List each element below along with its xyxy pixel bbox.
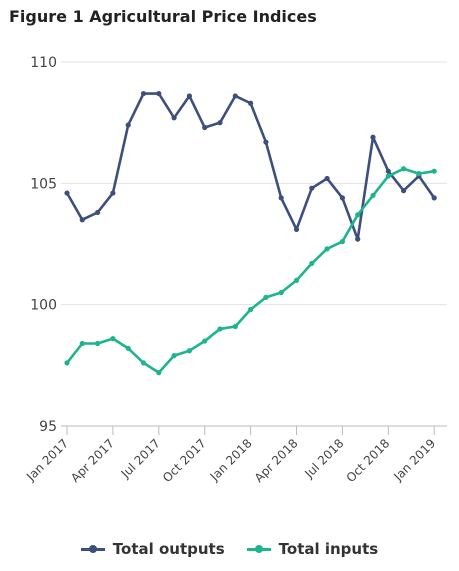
data-point-total-inputs[interactable] bbox=[171, 353, 177, 359]
data-point-total-inputs[interactable] bbox=[64, 360, 70, 366]
data-point-total-outputs[interactable] bbox=[125, 122, 131, 128]
data-point-total-outputs[interactable] bbox=[401, 188, 407, 194]
x-tick-label: Jan 2018 bbox=[207, 436, 255, 484]
series-line-total-inputs bbox=[65, 167, 436, 374]
x-tick-label: Apr 2017 bbox=[68, 436, 117, 485]
data-point-total-inputs[interactable] bbox=[79, 340, 85, 347]
data-point-total-outputs[interactable] bbox=[309, 185, 315, 191]
data-point-total-outputs[interactable] bbox=[339, 195, 345, 201]
data-point-total-inputs[interactable] bbox=[217, 326, 223, 332]
data-point-total-outputs[interactable] bbox=[370, 134, 376, 140]
data-point-total-inputs[interactable] bbox=[339, 238, 345, 245]
data-point-total-inputs[interactable] bbox=[385, 173, 391, 179]
data-point-total-outputs[interactable] bbox=[217, 120, 223, 126]
x-tick-label: Apr 2018 bbox=[252, 436, 301, 485]
data-point-total-inputs[interactable] bbox=[263, 294, 269, 300]
data-point-total-inputs[interactable] bbox=[248, 306, 254, 313]
data-point-total-outputs[interactable] bbox=[186, 93, 192, 99]
data-point-total-outputs[interactable] bbox=[202, 124, 208, 131]
data-point-total-inputs[interactable] bbox=[324, 246, 330, 252]
x-tick-label: Jul 2017 bbox=[118, 436, 163, 481]
data-point-total-outputs[interactable] bbox=[79, 217, 85, 223]
chart-title: Figure 1 Agricultural Price Indices bbox=[9, 7, 317, 26]
legend: Total outputs Total inputs bbox=[0, 540, 459, 558]
data-point-total-outputs[interactable] bbox=[232, 93, 238, 99]
legend-item-total-inputs[interactable]: Total inputs bbox=[246, 540, 379, 558]
data-point-total-inputs[interactable] bbox=[156, 370, 162, 376]
series-group bbox=[64, 90, 437, 376]
data-point-total-outputs[interactable] bbox=[385, 168, 391, 174]
data-point-total-inputs[interactable] bbox=[431, 168, 437, 174]
data-point-total-outputs[interactable] bbox=[140, 90, 147, 97]
data-point-total-outputs[interactable] bbox=[110, 190, 116, 196]
y-tick-label: 95 bbox=[39, 419, 57, 435]
series-line-total-outputs bbox=[65, 92, 436, 241]
y-tick-label: 110 bbox=[30, 55, 57, 71]
y-axis-tick-labels: 95 100 105 110 bbox=[30, 55, 57, 435]
data-point-total-inputs[interactable] bbox=[125, 345, 131, 351]
x-tick-label: Oct 2017 bbox=[160, 436, 209, 485]
data-point-total-outputs[interactable] bbox=[324, 175, 330, 182]
x-tick-label: Jan 2017 bbox=[23, 436, 71, 484]
data-point-total-outputs[interactable] bbox=[95, 209, 101, 216]
legend-swatch-total-inputs bbox=[246, 543, 271, 555]
data-point-total-inputs[interactable] bbox=[232, 323, 238, 330]
data-point-total-inputs[interactable] bbox=[355, 212, 361, 218]
data-point-total-inputs[interactable] bbox=[293, 277, 300, 283]
data-point-total-inputs[interactable] bbox=[140, 360, 147, 366]
data-point-total-outputs[interactable] bbox=[248, 100, 254, 106]
x-tick-label: Oct 2018 bbox=[344, 436, 393, 485]
legend-swatch-total-outputs bbox=[80, 543, 105, 555]
y-tick-label: 100 bbox=[30, 298, 57, 314]
data-point-total-outputs[interactable] bbox=[293, 226, 300, 233]
data-point-total-outputs[interactable] bbox=[431, 195, 437, 201]
data-point-total-inputs[interactable] bbox=[110, 336, 116, 342]
data-point-total-outputs[interactable] bbox=[278, 195, 284, 201]
legend-label-total-outputs: Total outputs bbox=[112, 540, 225, 558]
data-point-total-outputs[interactable] bbox=[156, 90, 162, 97]
data-point-total-inputs[interactable] bbox=[278, 289, 284, 296]
y-tick-label: 105 bbox=[30, 176, 57, 192]
data-point-total-inputs[interactable] bbox=[370, 192, 376, 199]
x-tick-label: Jan 2019 bbox=[390, 436, 438, 484]
data-point-total-outputs[interactable] bbox=[263, 139, 269, 145]
gridlines bbox=[61, 61, 447, 427]
legend-label-total-inputs: Total inputs bbox=[278, 540, 379, 558]
data-point-total-inputs[interactable] bbox=[186, 348, 192, 354]
data-point-total-inputs[interactable] bbox=[309, 260, 315, 267]
data-point-total-outputs[interactable] bbox=[171, 115, 177, 121]
data-point-total-outputs[interactable] bbox=[64, 190, 70, 196]
data-point-total-inputs[interactable] bbox=[95, 340, 101, 347]
x-tick-label: Jul 2018 bbox=[301, 436, 346, 481]
data-point-total-inputs[interactable] bbox=[401, 166, 407, 172]
data-point-total-inputs[interactable] bbox=[202, 338, 208, 344]
data-point-total-inputs[interactable] bbox=[416, 171, 422, 177]
x-axis bbox=[61, 425, 447, 435]
data-point-total-outputs[interactable] bbox=[355, 236, 361, 242]
legend-item-total-outputs[interactable]: Total outputs bbox=[80, 540, 225, 558]
